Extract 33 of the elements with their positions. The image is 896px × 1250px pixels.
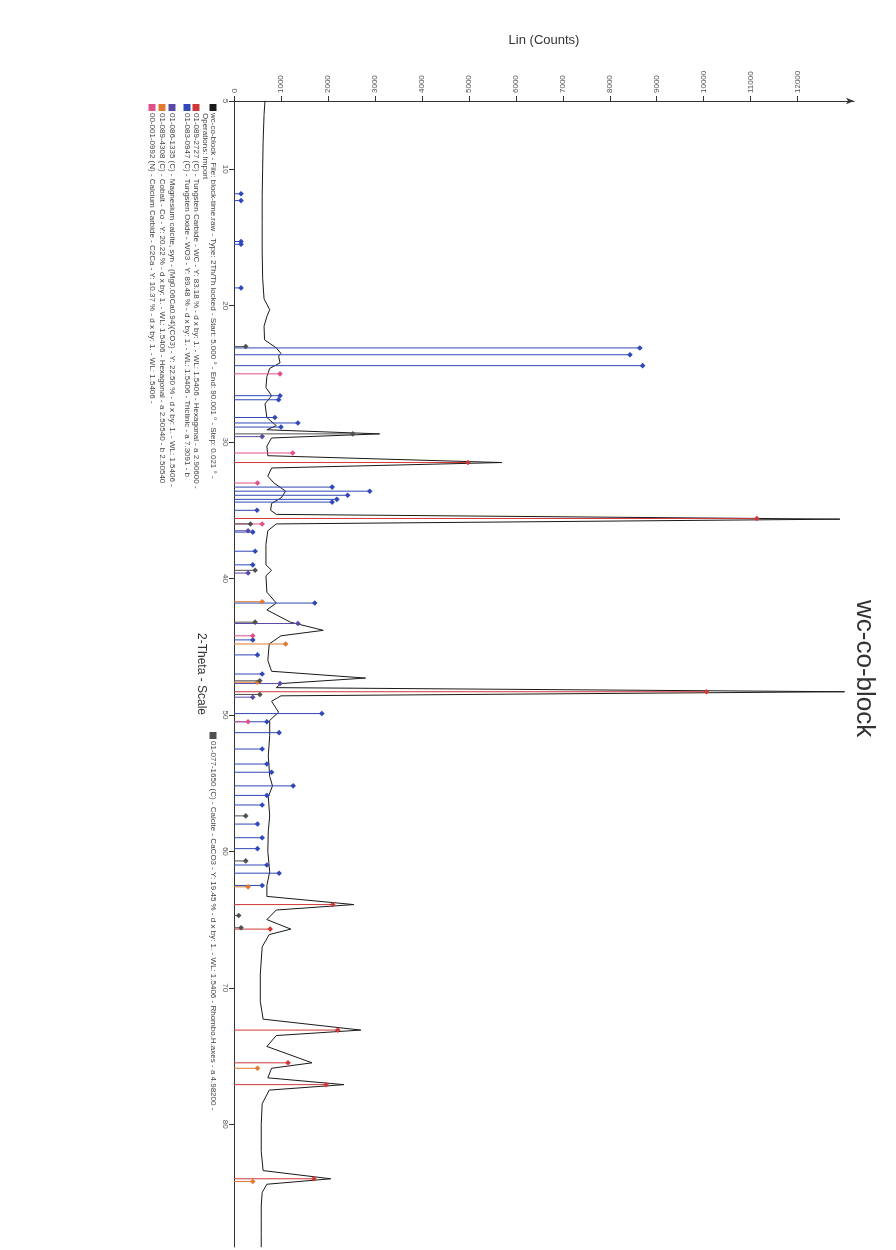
y-tick-label: 80 <box>220 1119 230 1130</box>
x-axis-title: Lin (Counts) <box>508 32 580 47</box>
y-tick-label: 60 <box>220 846 230 857</box>
x-tick-label: 12000 <box>793 70 803 93</box>
x-tick-label: 5000 <box>464 74 474 93</box>
x-tick-label: 7000 <box>558 74 568 93</box>
x-tick-label: 9000 <box>652 74 662 93</box>
legend-label: 01-086-1335 (C) - Magnesium calcite, syn - (Mg0.06Ca0.94)(CO3) - Y: 22.50 % - d x by: 1. - WL: 1.5406 - <box>167 113 177 488</box>
y-tick-label: 20 <box>220 301 230 311</box>
x-tick-label: 11000 <box>746 70 756 93</box>
x-tick-label: 4000 <box>417 74 427 93</box>
y-tick-label: 10 <box>220 164 230 175</box>
x-tick-label: 3000 <box>370 74 380 93</box>
y-tick-label: 5 <box>220 98 230 104</box>
y-axis-title: 2-Theta - Scale <box>195 632 209 716</box>
legend-label: 01-077-1650 (C) - Calcite - CaCO3 - Y: 19.45 % - d x by: 1. - WL: 1.5406 - Rhombo.H.axes - a 4.98200 - <box>208 741 218 1111</box>
y-tick-label: 30 <box>220 437 230 448</box>
legend-label: 01-089-2727 (C) - Tungsten Carbide - WC - Y: 83.18 % - d x by: 1. - WL: 1.5406 - Hexagonal - a 2.90600 - <box>191 113 201 489</box>
x-tick-label: 0 <box>229 88 239 93</box>
x-tick-label: 1000 <box>276 74 286 93</box>
x-tick-label: 2000 <box>323 74 333 93</box>
y-tick-label: 50 <box>220 710 230 720</box>
legend-label: 01-083-0947 (C) - Tungsten Oxide - WO3 - Y: 89.48 % - d x by: 1. - WL: 1.5406 - Triclinic - a 7.3091 - b <box>182 113 192 478</box>
y-tick-label: 40 <box>220 574 230 584</box>
x-tick-label: 6000 <box>511 74 521 93</box>
x-tick-label: 8000 <box>605 74 615 93</box>
x-tick-label: 10000 <box>699 70 709 93</box>
y-tick-label: 70 <box>220 983 230 993</box>
legend-label: wc-co-block - File: block-time.raw - Type: 2Th/Th locked - Start: 5.000 ° - End: 90.001 ° - Step: 0.021 ° - <box>208 112 218 479</box>
legend-label: 01-089-4308 (C) - Cobalt - Co - Y: 20.22 % - d x by: 1. - WL: 1.5406 - Hexagonal - a 2.50540 - b 2.50540 <box>157 113 167 484</box>
legend-label: 00-001-0992 (N) - Calcium Carbide - C2Ca - Y: 10.37 % - d x by: 1. - WL: 1.5406 - <box>147 113 157 404</box>
text: wc-co-block <box>851 599 881 739</box>
text: Operations: Import <box>200 113 210 181</box>
